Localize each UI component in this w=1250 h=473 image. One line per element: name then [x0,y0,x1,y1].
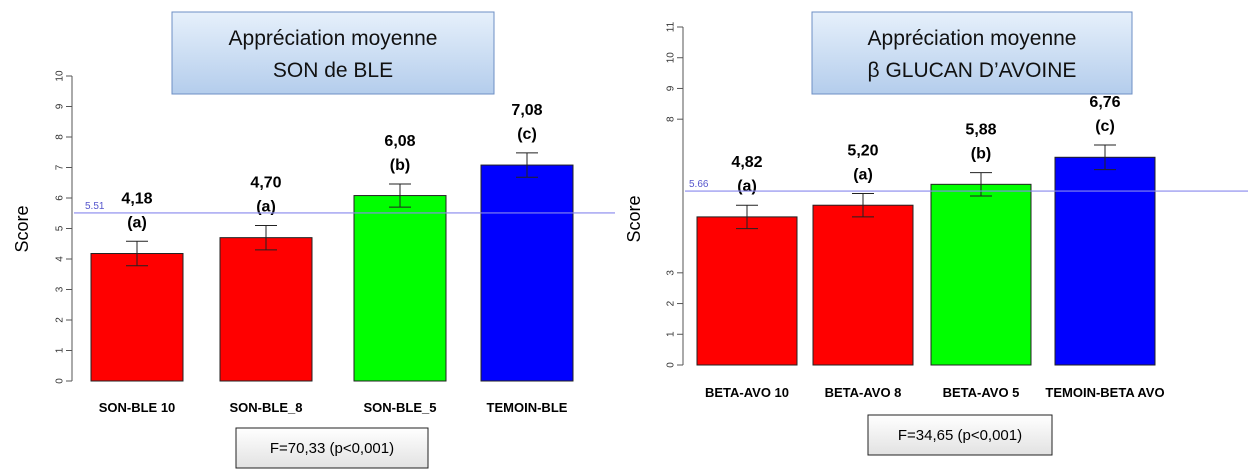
chart1-title-box [811,11,1133,95]
chart0-category-label: SON-BLE 10 [99,400,176,415]
chart1-bar [1054,156,1156,366]
chart0-y-tick-label: 4 [55,256,66,262]
chart0-y-tick-label: 1 [55,347,66,353]
chart1-y-tick-label: 3 [666,270,677,276]
chart1-group-label: (a) [853,167,873,184]
chart0-bar [480,164,574,382]
chart1-title-line-2: β GLUCAN D’AVOINE [868,59,1077,82]
chart0-y-axis-label: Score [12,205,32,252]
chart1-category-label: TEMOIN-BETA AVO [1045,385,1164,400]
chart1-category-label: BETA-AVO 8 [825,385,902,400]
chart1-value-label: 5,88 [965,122,996,139]
chart0-value-label: 7,08 [511,102,542,119]
chart0-value-label: 4,18 [121,190,152,207]
chart1-y-tick-label: 2 [666,300,677,306]
chart0-group-label: (c) [517,126,537,143]
chart1-y-tick-label: 10 [666,52,677,64]
chart0-y-tick-label: 6 [55,195,66,201]
chart0-group-label: (b) [390,157,410,174]
chart1-y-axis-label: Score [624,195,644,242]
chart1-y-tick-label: 9 [666,85,677,91]
chart1-category-label: BETA-AVO 5 [943,385,1020,400]
chart0-y-tick-label: 5 [55,225,66,231]
chart1-group-label: (c) [1095,118,1115,135]
chart1-y-tick-label: 8 [666,116,677,122]
chart0-bar [219,237,313,382]
chart1-bar [812,204,914,366]
chart1-bar [696,216,798,366]
chart1-y-tick-label: 11 [666,21,677,32]
chart1-value-label: 5,20 [847,143,878,160]
chart1-reference-line-label: 5.66 [689,179,709,190]
chart0-title-line-1: Appréciation moyenne [229,27,438,50]
chart0-group-label: (a) [256,198,276,215]
chart0-category-label: SON-BLE_8 [230,400,303,415]
chart0-category-label: SON-BLE_5 [364,400,437,415]
chart0-y-tick-label: 7 [55,164,66,170]
chart0-y-tick-label: 0 [55,378,66,384]
chart0-y-tick-label: 10 [55,70,66,82]
chart1-title-line-1: Appréciation moyenne [868,27,1077,50]
chart0-bar [90,253,184,382]
chart1-group-label: (a) [737,178,757,195]
chart1-group-label: (b) [971,146,991,163]
chart1-y-tick-label: 0 [666,362,677,368]
chart1-value-label: 4,82 [731,154,762,171]
chart1-y-tick-label: 1 [666,331,677,337]
chart1-bar [930,183,1032,366]
chart0-y-tick-label: 3 [55,286,66,292]
chart1-stat-box [867,414,1053,456]
chart0-value-label: 6,08 [384,133,415,150]
chart1-value-label: 6,76 [1089,94,1120,111]
chart0-y-tick-label: 2 [55,317,66,323]
chart1-stat-text: F=34,65 (p<0,001) [898,427,1022,444]
chart0-value-label: 4,70 [250,174,281,191]
chart1-category-label: BETA-AVO 10 [705,385,789,400]
chart0-title-line-2: SON de BLE [273,59,393,82]
chart0-y-tick-label: 9 [55,103,66,109]
chart0-reference-line-label: 5.51 [85,201,105,212]
chart0-stat-text: F=70,33 (p<0,001) [270,440,394,457]
chart0-y-tick-label: 8 [55,134,66,140]
chart0-bar [353,195,447,382]
chart0-category-label: TEMOIN-BLE [487,400,568,415]
chart0-title-box [171,11,495,95]
chart0-group-label: (a) [127,214,147,231]
chart0-stat-box [235,427,429,469]
